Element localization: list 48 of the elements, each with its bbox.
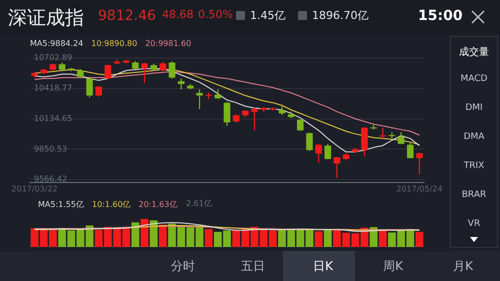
text: 成交量 xyxy=(458,46,490,59)
y-tick-label: 10418.77 xyxy=(34,83,72,92)
bar xyxy=(324,229,332,247)
text: 分时 xyxy=(170,258,196,275)
x-tick-label: 2017/03/22 xyxy=(12,184,58,194)
text: 五日 xyxy=(240,258,266,275)
text: 48.68 xyxy=(162,8,194,21)
bar xyxy=(314,231,323,247)
y-tick-label: 10702.89 xyxy=(34,53,72,62)
bar xyxy=(140,219,148,247)
candlestick xyxy=(306,132,313,151)
bar xyxy=(204,229,213,247)
text: MA5:9884.24 xyxy=(30,39,84,48)
text: 9812.46 xyxy=(98,8,156,24)
bar xyxy=(158,224,167,247)
text: DMI xyxy=(464,103,484,113)
text: 0.50% xyxy=(198,8,233,21)
candlestick xyxy=(260,106,267,112)
candlestick xyxy=(31,72,38,78)
text: 周K xyxy=(382,258,404,275)
text: 10:9890.80 xyxy=(91,39,138,48)
bar xyxy=(378,230,387,247)
bar xyxy=(131,222,140,247)
text: 20:1.63亿 xyxy=(138,200,178,210)
text: 1.45亿 xyxy=(250,8,286,23)
text: VR xyxy=(466,219,482,229)
y-tick-label: 9566.42 xyxy=(34,174,68,184)
candlestick xyxy=(168,62,176,79)
text: 20:9981.60 xyxy=(145,39,192,48)
candlestick xyxy=(224,102,230,126)
y-tick-label: 10134.65 xyxy=(34,114,72,123)
text: MACD xyxy=(460,74,488,84)
text: DMA xyxy=(462,132,486,142)
text: 10:1.60亿 xyxy=(92,200,131,210)
text: 1896.70亿 xyxy=(312,8,368,23)
x-tick-label: 2017/05/24 xyxy=(396,184,442,194)
candlestick xyxy=(187,84,194,90)
text: 2.61亿 xyxy=(186,198,212,209)
chart-title: 深证成指 xyxy=(8,6,84,31)
bar xyxy=(416,232,424,247)
text: BRAR xyxy=(460,190,488,200)
text: 15:00 xyxy=(418,8,463,24)
text: TRIX xyxy=(462,161,486,171)
text: MA5:1.55亿 xyxy=(38,200,84,210)
candlestick xyxy=(178,78,184,90)
y-tick-label: 9850.53 xyxy=(34,144,68,154)
text: 月K xyxy=(452,258,474,275)
text: 日K xyxy=(312,258,334,275)
